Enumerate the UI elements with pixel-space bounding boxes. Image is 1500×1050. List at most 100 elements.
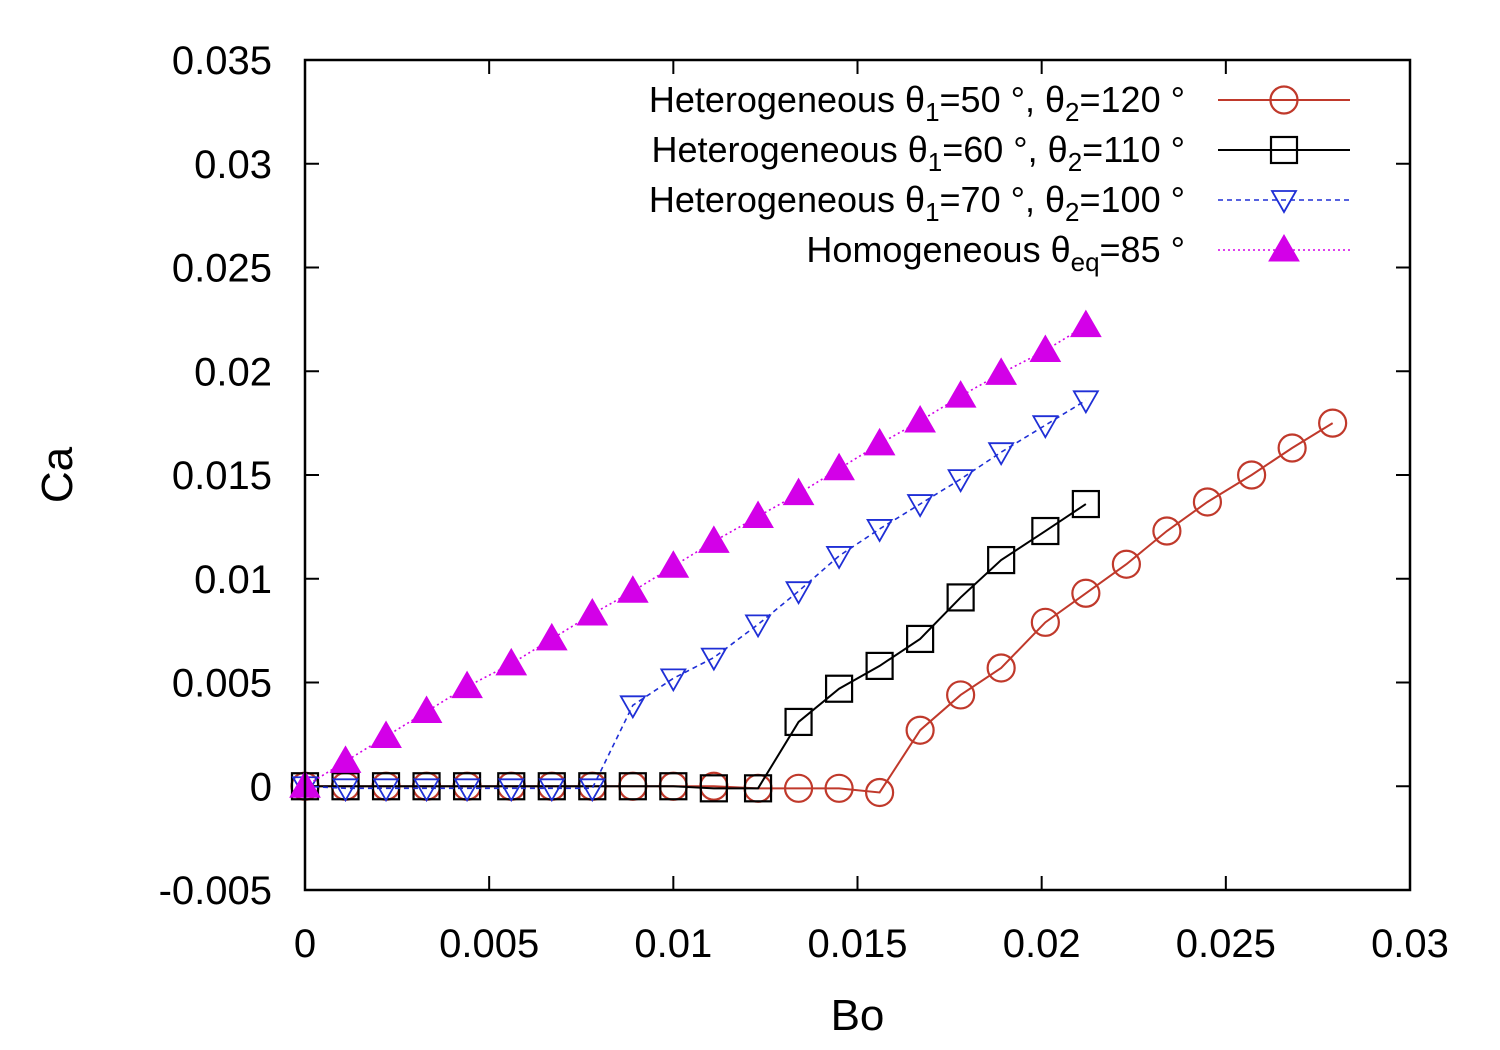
series-4-point	[616, 575, 649, 603]
y-tick-label: 0.005	[172, 662, 272, 706]
series-4-point	[410, 695, 443, 724]
series-3-point	[825, 546, 853, 570]
series-2-point	[699, 774, 728, 803]
series-3-line	[304, 399, 1087, 790]
legend-marker	[1270, 190, 1298, 214]
series-4-point	[329, 745, 362, 773]
series-3-point	[453, 778, 481, 803]
series-3-point	[497, 778, 525, 803]
legend-entry-1: Heterogeneous θ1=50 °, θ2=120 °	[649, 79, 1350, 127]
series-1-point	[783, 773, 814, 803]
series-3-point	[744, 614, 772, 639]
y-tick-label: 0.035	[172, 39, 272, 83]
legend-label: Heterogeneous θ1=70 °, θ2=100 °	[649, 179, 1185, 227]
ticks-layer: 0 0.005 0.01 0.015 0.02 0.025 0.03 -0.005 0 0.005…	[159, 39, 1449, 966]
series-1	[290, 408, 1348, 808]
series-2-point	[659, 772, 688, 801]
series-4	[289, 309, 1102, 798]
legend-label: Heterogeneous θ1=60 °, θ2=110 °	[652, 129, 1185, 177]
x-tick-label: 0.03	[1371, 922, 1449, 966]
y-tick-label: 0.015	[172, 454, 272, 498]
series-1-point	[905, 715, 935, 745]
series-2-point	[784, 707, 813, 737]
series-1-point	[986, 653, 1016, 683]
series-2-point	[824, 674, 854, 703]
series-1-point	[946, 680, 976, 710]
series-1-point	[1237, 460, 1267, 490]
series-1-point	[1152, 516, 1182, 546]
series-4-point	[985, 357, 1018, 385]
series-2-point	[865, 651, 894, 681]
series-2-point	[987, 545, 1016, 575]
legend-entry-4: Homogeneous θeq=85 °	[806, 229, 1350, 277]
y-tick-label: 0.02	[194, 350, 272, 394]
series-2-point	[618, 772, 647, 801]
series-4-point	[904, 405, 936, 433]
series-2-point	[1031, 516, 1060, 546]
series-2-point	[906, 624, 935, 654]
series-3-point	[331, 778, 360, 803]
series-3	[291, 390, 1100, 803]
series-2-point	[1071, 489, 1100, 519]
series-3-point	[619, 695, 647, 720]
series-3-point	[412, 778, 441, 803]
y-axis-label: Ca	[33, 446, 82, 503]
x-axis-label: Bo	[831, 991, 885, 1040]
series-3-point	[987, 442, 1015, 466]
series-1-point	[1030, 607, 1060, 637]
series-4-point	[1070, 309, 1102, 338]
legend-marker	[1269, 135, 1299, 165]
series-4-point	[535, 622, 568, 651]
series-3-point	[538, 778, 566, 803]
legend-label: Homogeneous θeq=85 °	[806, 229, 1185, 277]
series-3-point	[1031, 415, 1059, 440]
y-tick-label: 0.01	[194, 558, 272, 602]
legend-marker	[1268, 233, 1300, 262]
series-3-point	[578, 778, 606, 803]
series-1-point	[1192, 487, 1223, 517]
series-1-point	[1277, 433, 1307, 463]
series-4-point	[657, 550, 690, 578]
series-2	[290, 489, 1100, 803]
series-2-point	[743, 774, 773, 803]
legend-entry-2: Heterogeneous θ1=60 °, θ2=110 °	[652, 129, 1350, 177]
series-4-point	[451, 670, 483, 699]
series-3-point	[866, 519, 894, 543]
series-4-point	[697, 525, 730, 553]
legend: Heterogeneous θ1=50 °, θ2=120 °Heterogen…	[649, 79, 1350, 277]
x-tick-label: 0.025	[1176, 922, 1276, 966]
series-1-point	[1111, 549, 1141, 579]
series-3-point	[947, 469, 975, 493]
series-4-point	[742, 500, 774, 528]
series-4-point	[1029, 334, 1062, 362]
y-tick-label: 0.03	[194, 143, 272, 187]
series-4-point	[944, 380, 977, 408]
x-tick-label: 0.01	[634, 922, 712, 966]
series-3-point	[372, 778, 400, 803]
series-4-point	[782, 477, 815, 506]
series-2-point	[946, 583, 975, 612]
series-1-point	[824, 773, 854, 803]
y-tick-label: 0	[250, 765, 272, 809]
series-4-point	[576, 598, 609, 626]
x-tick-label: 0.02	[1003, 922, 1081, 966]
series-3-point	[785, 581, 813, 606]
series-3-point	[906, 494, 934, 518]
series-1-point	[1318, 408, 1348, 438]
series-2-line	[305, 503, 1087, 790]
x-tick-label: 0.005	[439, 922, 539, 966]
series-3-point	[700, 647, 728, 672]
series-1-point	[864, 777, 895, 808]
x-tick-label: 0	[294, 922, 316, 966]
series-layer	[289, 309, 1348, 808]
series-4-point	[370, 720, 402, 748]
series-4-point	[863, 427, 896, 456]
series-4-point	[495, 647, 528, 676]
legend-label: Heterogeneous θ1=50 °, θ2=120 °	[649, 79, 1185, 127]
series-4-point	[823, 452, 855, 481]
y-tick-label: -0.005	[159, 869, 272, 913]
series-1-line	[305, 422, 1334, 794]
legend-marker	[1269, 85, 1299, 115]
series-3-point	[1072, 390, 1100, 415]
